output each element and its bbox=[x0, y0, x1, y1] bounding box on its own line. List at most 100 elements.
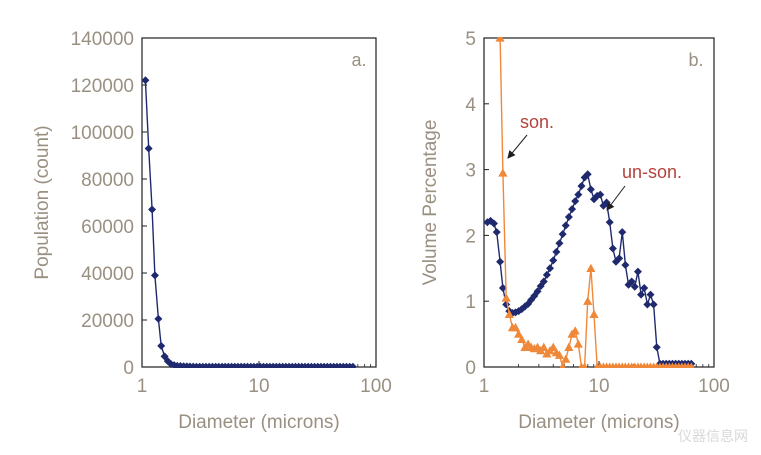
annotation-arrow-son bbox=[507, 134, 528, 159]
y-axis-title: Volume Percentage bbox=[420, 120, 441, 286]
data-point-son bbox=[589, 309, 599, 319]
data-point-son bbox=[573, 339, 583, 348]
x-tick-label: 100 bbox=[360, 376, 392, 397]
data-point-unson bbox=[618, 228, 627, 237]
data-point-son bbox=[581, 362, 588, 368]
data-point-son bbox=[539, 342, 549, 351]
data-point-son bbox=[559, 362, 566, 368]
data-point-unson bbox=[633, 267, 642, 276]
data-point-son bbox=[517, 334, 527, 344]
data-point-unson bbox=[496, 257, 505, 266]
data-point-son bbox=[561, 354, 571, 363]
data-point-unson bbox=[596, 190, 605, 199]
data-point-son bbox=[501, 293, 511, 302]
data-point-unson bbox=[574, 190, 583, 199]
data-point-unson bbox=[542, 270, 551, 279]
data-point-unson bbox=[627, 277, 636, 286]
data-point-unson bbox=[492, 228, 501, 237]
x-tick-label: 1 bbox=[137, 376, 148, 397]
data-point-unson bbox=[608, 244, 617, 253]
data-point-unson bbox=[555, 239, 564, 248]
data-point-son bbox=[510, 322, 521, 332]
panel-label: b. bbox=[688, 50, 703, 70]
data-point-son bbox=[688, 362, 695, 368]
data-point-unson bbox=[586, 185, 595, 194]
data-point-unson bbox=[154, 314, 163, 323]
data-point-unson bbox=[157, 341, 166, 350]
y-tick-label: 0 bbox=[465, 358, 476, 379]
chart-panel-a: 0 20000 40000 60000 80000 100000 120000 140000 1… bbox=[32, 29, 392, 433]
y-tick-label: 60000 bbox=[81, 217, 134, 238]
y-tick-label: 0 bbox=[123, 358, 134, 379]
data-point-son bbox=[554, 350, 565, 359]
x-tick-label: 10 bbox=[588, 376, 609, 397]
data-point-son bbox=[586, 263, 596, 272]
y-tick-label: 80000 bbox=[81, 170, 134, 191]
data-point-unson bbox=[549, 256, 558, 265]
data-point-unson bbox=[583, 170, 592, 179]
data-point-unson bbox=[148, 205, 157, 214]
y-tick-label: 2 bbox=[465, 226, 476, 247]
plot-area bbox=[142, 76, 357, 368]
data-point-unson bbox=[142, 76, 150, 85]
data-point-unson bbox=[564, 212, 573, 221]
data-point-unson bbox=[568, 205, 577, 214]
data-point-unson bbox=[539, 277, 548, 286]
plot-frame bbox=[141, 37, 377, 368]
data-point-unson bbox=[552, 247, 561, 256]
data-point-son bbox=[564, 342, 574, 351]
data-point-unson bbox=[615, 254, 624, 263]
annotation-son: son. bbox=[520, 112, 554, 132]
plot-area bbox=[484, 37, 696, 368]
y-tick-label: 120000 bbox=[71, 76, 134, 97]
data-point-unson bbox=[649, 300, 658, 309]
data-point-son bbox=[498, 168, 508, 177]
y-tick-label: 1 bbox=[465, 292, 476, 313]
y-tick-label: 40000 bbox=[81, 264, 134, 285]
data-point-unson bbox=[546, 264, 555, 273]
data-point-son bbox=[570, 326, 580, 335]
data-point-unson bbox=[150, 271, 159, 280]
data-point-unson bbox=[605, 218, 614, 227]
y-tick-label: 3 bbox=[465, 161, 476, 182]
data-point-unson bbox=[621, 261, 630, 270]
data-point-unson bbox=[630, 282, 639, 291]
series-line-unson bbox=[144, 80, 353, 368]
data-point-son bbox=[583, 296, 593, 305]
data-point-unson bbox=[348, 362, 357, 368]
data-point-unson bbox=[652, 343, 661, 352]
data-point-unson bbox=[577, 182, 586, 191]
x-tick-label: 100 bbox=[698, 376, 730, 397]
data-point-unson bbox=[144, 144, 153, 153]
data-point-unson bbox=[498, 284, 507, 293]
data-point-unson bbox=[489, 219, 498, 228]
y-tick-label: 20000 bbox=[81, 311, 134, 332]
data-point-son bbox=[548, 342, 558, 351]
x-tick-label: 1 bbox=[479, 376, 490, 397]
data-point-unson bbox=[484, 218, 492, 227]
data-point-son bbox=[514, 329, 524, 338]
data-point-unson bbox=[637, 290, 646, 299]
x-axis-title: Diameter (microns) bbox=[178, 412, 340, 433]
data-point-son bbox=[495, 37, 505, 42]
x-tick-label: 10 bbox=[248, 376, 269, 397]
data-point-unson bbox=[571, 197, 580, 206]
watermark-text: 仪器信息网 bbox=[678, 428, 748, 444]
y-tick-label: 140000 bbox=[71, 29, 134, 50]
y-tick-label: 100000 bbox=[71, 123, 134, 144]
y-tick-label: 5 bbox=[465, 29, 476, 50]
annotation-unson: un-son. bbox=[622, 162, 682, 182]
panel-label: a. bbox=[351, 50, 366, 70]
data-point-unson bbox=[643, 300, 652, 309]
data-point-unson bbox=[558, 230, 567, 239]
y-tick-label: 4 bbox=[465, 95, 476, 116]
y-axis-title: Population (count) bbox=[32, 125, 53, 279]
data-point-son bbox=[504, 309, 514, 319]
data-point-unson bbox=[561, 221, 570, 230]
data-point-unson bbox=[646, 290, 655, 299]
plot-frame bbox=[483, 37, 715, 368]
data-point-unson bbox=[533, 287, 542, 296]
data-point-unson bbox=[640, 284, 649, 293]
